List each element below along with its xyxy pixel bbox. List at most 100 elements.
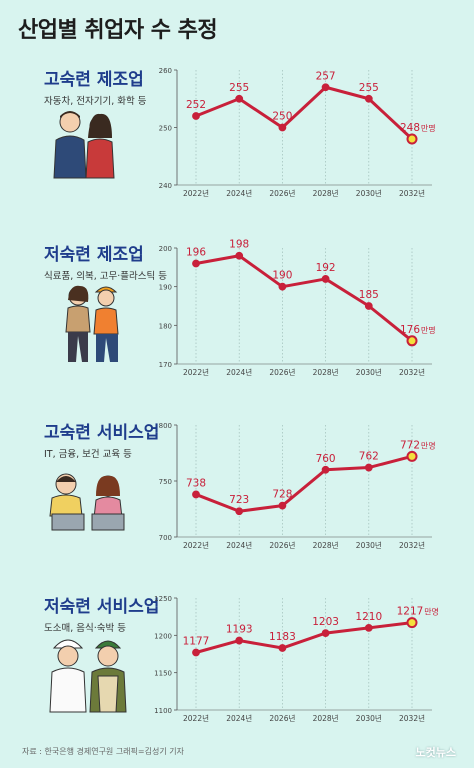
data-label: 728 [272,489,292,501]
x-tick-label: 2028년 [313,188,339,198]
data-point [321,465,330,474]
x-tick-label: 2032년 [399,713,425,723]
data-label: 252 [186,99,206,111]
panel-heading-high-skill-service: 고숙련 서비스업 IT, 금융, 보건 교육 등 [44,423,159,460]
data-point [321,83,330,92]
data-label: 1183 [269,631,296,643]
data-label: 176 [400,324,420,336]
unit-label: 만명 [421,123,436,133]
x-tick-label: 2022년 [183,540,209,550]
data-label: 772 [400,439,420,451]
panel-title: 저숙련 서비스업 [44,597,160,617]
x-tick-label: 2022년 [183,188,209,198]
data-label: 1210 [355,611,382,623]
x-tick-label: 2032년 [399,188,425,198]
data-label: 760 [316,453,336,465]
service-workers-illustration [49,639,127,713]
office-workers-illustration [53,111,115,179]
x-tick-label: 2032년 [399,540,425,550]
y-tick-label: 200 [159,245,172,253]
y-tick-label: 180 [159,322,172,330]
x-tick-label: 2026년 [269,713,295,723]
data-label: 723 [229,494,249,506]
data-label: 190 [272,270,292,282]
panel-subtitle: 도소매, 음식·숙박 등 [44,623,126,634]
data-point-final [406,335,418,347]
x-tick-label: 2030년 [356,367,382,377]
data-label: 762 [359,451,379,463]
series-line [195,454,413,513]
series-line [195,621,413,654]
data-label: 257 [316,70,336,82]
panel-heading-high-skill-manufacturing: 고숙련 제조업 자동차, 전자기기, 화학 등 [44,70,147,107]
data-point-final [406,617,418,629]
y-tick-label: 1100 [154,707,172,715]
data-point [364,302,373,310]
panel-title: 고숙련 제조업 [44,70,144,90]
data-label: 250 [272,111,292,123]
data-point [192,259,200,268]
data-point [278,501,287,510]
data-point [278,123,287,132]
office-laptop-illustration [49,473,125,531]
y-tick-label: 800 [159,422,172,430]
y-tick-label: 190 [159,284,172,292]
x-tick-label: 2024년 [226,188,252,198]
series-line [195,85,414,141]
panel-subtitle: IT, 금융, 보건 교육 등 [44,449,132,460]
x-tick-label: 2030년 [356,540,382,550]
y-tick-label: 260 [159,67,172,75]
data-point-final [406,450,418,462]
data-label: 192 [316,262,336,274]
data-point-final [406,133,418,145]
x-tick-label: 2024년 [226,540,252,550]
x-tick-label: 2022년 [183,367,209,377]
data-label: 738 [186,477,206,489]
unit-label: 만명 [421,440,436,450]
unit-label: 만명 [421,325,436,335]
data-point [364,463,373,472]
data-point [192,648,200,657]
data-label: 1177 [183,636,210,648]
x-tick-label: 2028년 [313,367,339,377]
x-tick-label: 2024년 [226,367,252,377]
brand-logo: 노컷뉴스 [415,746,456,759]
page-title: 산업별 취업자 수 추정 [18,18,218,43]
data-point [364,623,373,632]
x-tick-label: 2026년 [269,367,295,377]
data-point [235,251,244,260]
y-tick-label: 1150 [154,670,172,678]
y-tick-label: 700 [159,534,172,542]
y-tick-label: 1200 [154,632,172,640]
y-tick-label: 240 [159,182,172,190]
panel-title: 저숙련 제조업 [44,245,144,265]
x-tick-label: 2028년 [313,713,339,723]
data-point [235,636,244,645]
panel-heading-low-skill-service: 저숙련 서비스업 도소매, 음식·숙박 등 [44,597,159,634]
factory-workers-illustration [65,285,119,362]
y-tick-label: 1250 [154,595,172,603]
x-tick-label: 2022년 [183,713,209,723]
data-point [321,629,330,637]
x-tick-label: 2026년 [269,540,295,550]
data-label: 196 [186,246,206,258]
x-tick-label: 2024년 [226,713,252,723]
x-tick-label: 2030년 [356,713,382,723]
data-point [192,112,200,120]
data-point [321,275,330,283]
data-point [278,282,287,291]
y-tick-label: 250 [159,125,172,133]
data-point [278,644,287,652]
data-label: 248 [400,122,420,134]
data-point [192,490,200,499]
data-label: 1217 [397,606,424,618]
x-tick-label: 2026년 [269,188,295,198]
footer-source: 자료 : 한국은행 경제연구원 그래픽=김성기 기자 [22,747,184,756]
data-label: 185 [359,289,379,301]
series-line [195,254,413,342]
data-point [364,94,373,103]
x-tick-label: 2030년 [356,188,382,198]
data-point [235,94,244,103]
x-tick-label: 2032년 [399,367,425,377]
